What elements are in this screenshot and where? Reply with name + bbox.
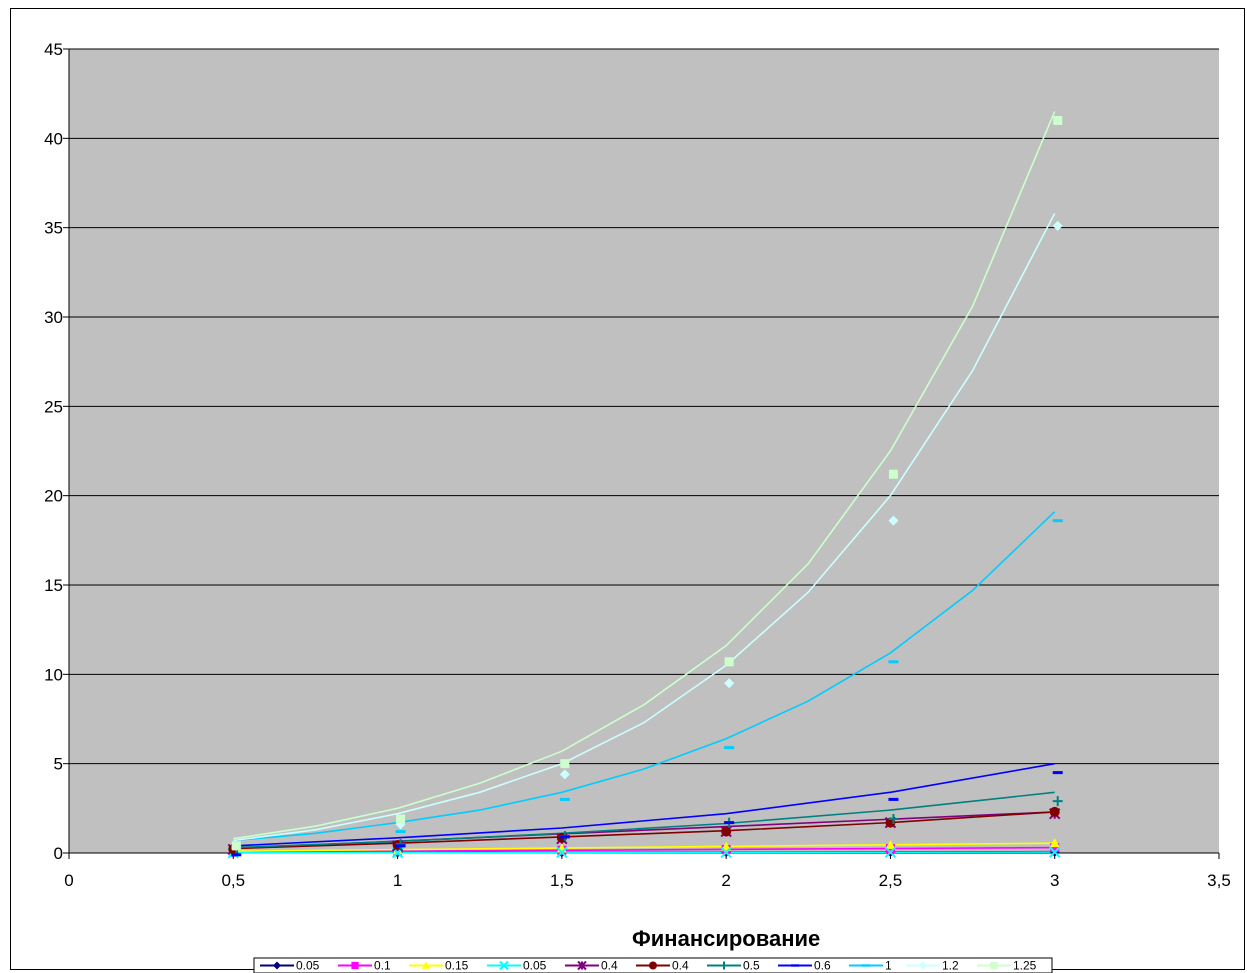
x-tick-label: 1,5 bbox=[550, 871, 574, 890]
y-tick-label: 20 bbox=[44, 487, 63, 506]
data-point bbox=[888, 660, 898, 663]
data-point bbox=[724, 746, 734, 749]
y-tick-label: 40 bbox=[44, 129, 63, 148]
y-tick-label: 10 bbox=[44, 665, 63, 684]
x-tick-label: 1 bbox=[393, 871, 402, 890]
y-tick-label: 45 bbox=[44, 40, 63, 59]
trendline-3 bbox=[233, 852, 1054, 853]
data-point bbox=[232, 841, 241, 850]
data-point bbox=[560, 835, 570, 838]
legend-label: 0.05 bbox=[523, 959, 547, 973]
y-tick-label: 25 bbox=[44, 397, 63, 416]
data-point bbox=[560, 759, 569, 768]
data-point bbox=[396, 830, 406, 833]
data-point bbox=[1053, 116, 1062, 125]
x-tick-label: 0 bbox=[64, 871, 73, 890]
y-tick-label: 35 bbox=[44, 219, 63, 238]
legend-label: 0.4 bbox=[672, 959, 689, 973]
legend-label: 1.25 bbox=[1013, 959, 1037, 973]
data-point bbox=[396, 844, 406, 847]
data-point bbox=[396, 815, 405, 824]
y-tick-label: 30 bbox=[44, 308, 63, 327]
x-tick-label: 2,5 bbox=[879, 871, 903, 890]
data-point bbox=[1050, 807, 1060, 817]
legend-label: 1.2 bbox=[942, 959, 959, 973]
legend-marker bbox=[649, 962, 657, 970]
x-tick-label: 3 bbox=[1050, 871, 1059, 890]
data-point bbox=[721, 827, 731, 837]
y-tick-label: 5 bbox=[54, 755, 63, 774]
data-point bbox=[889, 470, 898, 479]
legend-label: 0.1 bbox=[374, 959, 391, 973]
y-tick-label: 15 bbox=[44, 576, 63, 595]
data-point bbox=[1053, 771, 1063, 774]
legend-label: 0.5 bbox=[743, 959, 760, 973]
data-point bbox=[725, 657, 734, 666]
legend: 0.05 0.1 0.15 0.05 0.4 0.4 0.5 0.6 1 1.2 1.25 bbox=[254, 958, 1052, 973]
legend-label: 0.15 bbox=[445, 959, 469, 973]
plot-area bbox=[69, 49, 1219, 853]
x-tick-label: 2 bbox=[721, 871, 730, 890]
legend-marker bbox=[990, 962, 997, 969]
legend-label: 0.6 bbox=[814, 959, 831, 973]
legend-label: 0.4 bbox=[601, 959, 618, 973]
data-point bbox=[888, 798, 898, 801]
data-point bbox=[231, 853, 241, 856]
legend-marker bbox=[351, 962, 358, 969]
legend-label: 0.05 bbox=[296, 959, 320, 973]
legend-label: 1 bbox=[885, 959, 892, 973]
x-axis-title: Финансирование bbox=[632, 926, 820, 951]
x-tick-label: 0,5 bbox=[221, 871, 245, 890]
y-tick-label: 0 bbox=[54, 844, 63, 863]
data-point bbox=[724, 821, 734, 824]
data-point bbox=[1053, 519, 1063, 522]
data-point bbox=[560, 798, 570, 801]
legend-marker bbox=[862, 964, 870, 966]
legend-marker bbox=[791, 964, 799, 966]
x-tick-label: 3,5 bbox=[1207, 871, 1231, 890]
